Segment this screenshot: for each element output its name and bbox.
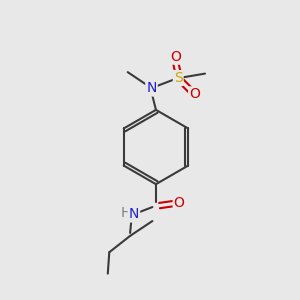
Text: O: O: [170, 50, 181, 64]
Text: N: N: [129, 208, 139, 221]
Text: S: S: [174, 71, 183, 85]
Text: O: O: [189, 87, 200, 101]
Text: O: O: [174, 196, 184, 210]
Text: H: H: [121, 206, 131, 220]
Text: N: N: [146, 82, 157, 95]
